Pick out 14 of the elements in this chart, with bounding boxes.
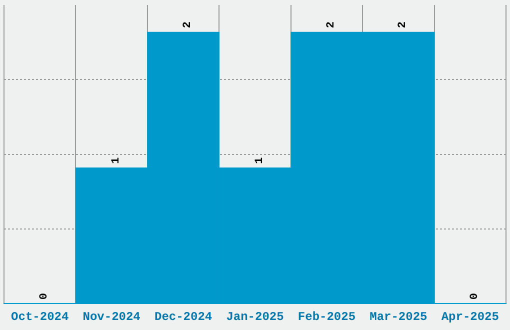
data-label: 2 — [397, 22, 410, 28]
x-tick-label: Apr-2025 — [441, 310, 499, 324]
data-label: 2 — [182, 22, 194, 28]
x-tick-label: Jan-2025 — [226, 310, 284, 324]
data-label: 2 — [325, 22, 338, 28]
x-tick-label: Oct-2024 — [11, 310, 69, 324]
x-tick-label: Nov-2024 — [82, 310, 140, 324]
x-tick-label: Dec-2024 — [154, 310, 212, 324]
data-label: 0 — [38, 292, 51, 300]
x-tick-label: Feb-2025 — [298, 310, 356, 324]
x-tick-label: Mar-2025 — [370, 310, 428, 324]
data-label: 1 — [110, 156, 122, 164]
data-label: 0 — [468, 292, 481, 300]
data-label: 1 — [254, 156, 266, 164]
